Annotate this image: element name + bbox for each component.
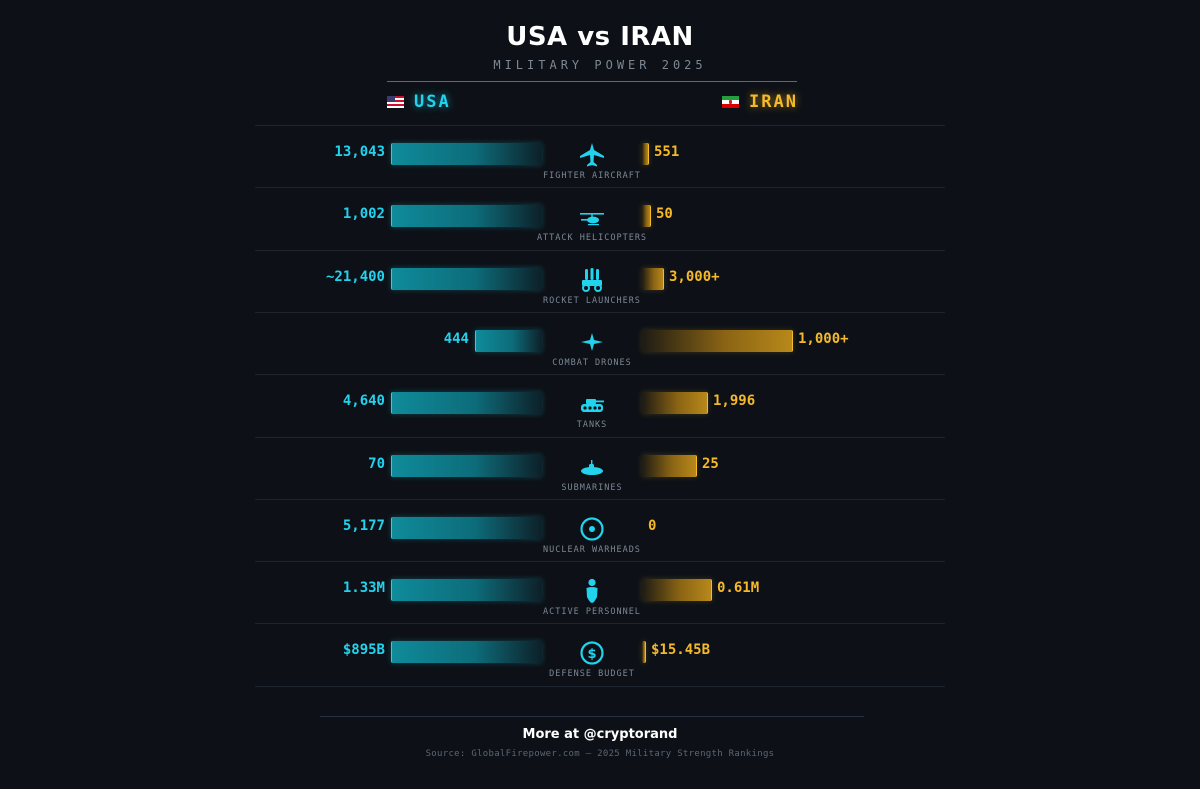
iran-value-label: 25 — [702, 455, 719, 472]
metric-label: TANKS — [576, 420, 608, 431]
usa-bar — [391, 454, 542, 477]
row-divider — [255, 311, 945, 313]
usa-bar — [391, 267, 542, 290]
usa-value-label: 444 — [443, 330, 469, 347]
nuclear-icon — [578, 515, 606, 543]
legend-usa: USA — [387, 92, 451, 112]
metric-label: NUCLEAR WARHEADS — [543, 544, 641, 555]
row-divider — [255, 436, 945, 438]
iran-bar — [642, 454, 697, 477]
row-divider — [255, 623, 945, 625]
rocket-launcher-icon — [578, 266, 606, 294]
iran-bar — [642, 205, 651, 228]
svg-text:$: $ — [587, 647, 596, 662]
soldier-icon — [578, 577, 606, 605]
iran-bar — [642, 641, 646, 664]
usa-value-label: $895B — [342, 642, 385, 659]
row-divider — [255, 685, 945, 687]
chart-row: 5,177 NUCLEAR WARHEADS 0 — [0, 498, 1200, 561]
iran-value-label: $15.45B — [651, 642, 711, 659]
usa-value-label: ~21,400 — [325, 268, 385, 285]
chart-row: 4,640 TANKS 1,996 — [0, 374, 1200, 436]
page-subtitle: MILITARY POWER 2025 — [493, 58, 707, 72]
usa-bar — [391, 143, 542, 165]
metric-label: ACTIVE PERSONNEL — [543, 607, 641, 618]
iran-value-label: 1,996 — [713, 393, 756, 410]
metric-label: ROCKET LAUNCHERS — [543, 295, 641, 306]
metric-label: DEFENSE BUDGET — [549, 669, 635, 680]
metric-label: SUBMARINES — [561, 482, 623, 493]
iran-flag-icon — [722, 96, 739, 108]
iran-value-label: 0 — [648, 517, 657, 534]
iran-bar — [642, 579, 712, 602]
legend-iran-label: IRAN — [749, 92, 798, 112]
chart-row: ~21,400 ROCKET LAUNCHERS 3,000+ — [0, 249, 1200, 312]
usa-value-label: 5,177 — [342, 517, 385, 534]
chart-row: 13,043 FIGHTER AIRCRAFT 551 — [0, 125, 1200, 187]
iran-bar — [642, 143, 649, 165]
tank-icon — [578, 390, 606, 418]
metric-label: COMBAT DRONES — [552, 357, 632, 368]
usa-bar — [391, 205, 542, 228]
metric-label: ATTACK HELICOPTERS — [536, 233, 648, 244]
source-text: Source: GlobalFirepower.com — 2025 Milit… — [425, 749, 775, 759]
chart-row: 1.33M ACTIVE PERSONNEL 0.61M — [0, 561, 1200, 623]
chart-row: 70 SUBMARINES 25 — [0, 436, 1200, 499]
iran-value-label: 0.61M — [717, 580, 760, 597]
cta-text: More at @cryptorand — [522, 727, 678, 742]
jet-icon — [578, 141, 606, 169]
usa-value-label: 1,002 — [342, 206, 385, 223]
row-divider — [255, 374, 945, 376]
chart-row: 444 COMBAT DRONES 1,000+ — [0, 311, 1200, 374]
title-divider — [387, 81, 797, 82]
iran-value-label: 1,000+ — [798, 330, 849, 347]
usa-bar — [475, 329, 542, 352]
row-divider — [255, 561, 945, 563]
legend-usa-label: USA — [414, 92, 451, 112]
chart-row: 1,002 ATTACK HELICOPTERS 50 — [0, 187, 1200, 249]
row-divider — [255, 498, 945, 500]
us-flag-icon — [387, 96, 404, 108]
footer-divider — [320, 716, 864, 717]
row-divider — [255, 125, 945, 126]
iran-value-label: 50 — [656, 206, 673, 223]
iran-bar — [642, 267, 664, 290]
usa-bar — [391, 392, 542, 415]
usa-value-label: 70 — [368, 455, 385, 472]
helicopter-icon — [578, 203, 606, 231]
iran-bar — [642, 392, 708, 415]
metric-label: FIGHTER AIRCRAFT — [543, 171, 641, 181]
usa-bar — [391, 579, 542, 602]
usa-bar — [391, 516, 542, 539]
usa-bar — [391, 641, 542, 664]
iran-value-label: 3,000+ — [669, 268, 720, 285]
usa-value-label: 13,043 — [334, 144, 385, 160]
iran-value-label: 551 — [654, 144, 680, 160]
submarine-icon — [578, 453, 606, 481]
usa-value-label: 4,640 — [342, 393, 385, 410]
iran-bar — [642, 329, 793, 352]
row-divider — [255, 249, 945, 251]
usa-value-label: 1.33M — [342, 580, 385, 597]
legend-iran: IRAN — [722, 92, 798, 112]
dollar-icon: $ — [578, 639, 606, 667]
page-title: USA vs IRAN — [506, 22, 694, 52]
chart-row: $895B $ DEFENSE BUDGET $15.45B — [0, 623, 1200, 685]
row-divider — [255, 187, 945, 189]
drone-icon — [578, 328, 606, 356]
